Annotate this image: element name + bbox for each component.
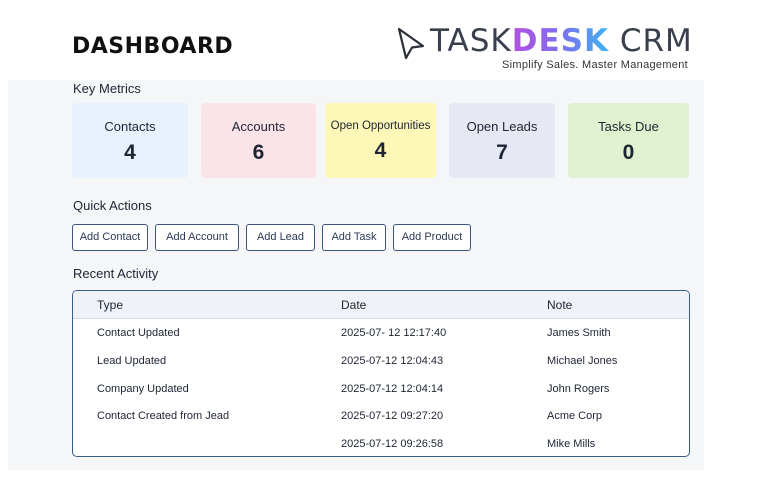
metric-value: 7: [496, 141, 508, 164]
logo-desk-text: DESK: [511, 23, 610, 59]
metric-label: Open Opportunities: [330, 120, 431, 132]
metric-card-open-opportunities[interactable]: Open Opportunities 4: [325, 103, 436, 178]
activity-type-rest: Updated: [147, 383, 189, 395]
column-header-note: Note: [547, 298, 573, 312]
metric-card-contacts[interactable]: Contacts 4: [72, 103, 188, 178]
activity-note-cell: Acme Corp: [547, 410, 603, 422]
add-contact-button[interactable]: Add Contact: [72, 224, 148, 251]
add-account-button[interactable]: Add Account: [155, 224, 239, 251]
metric-label: Contacts: [104, 119, 156, 134]
activity-note-cell: Michael Jones: [547, 355, 618, 367]
key-metrics-heading: Key Metrics: [73, 81, 141, 96]
activity-type-rest: Jead: [205, 410, 230, 422]
activity-type-main: Contact Created from: [97, 410, 203, 422]
metric-label: Open Leads: [466, 119, 538, 134]
taskdesk-logo: TASKDESK CRM Simplify Sales. Master Mana…: [396, 22, 706, 74]
header: DASHBOARD TASKDESK CRM Simplify Sales. M…: [0, 0, 770, 80]
table-row[interactable]: 2025-07-12 09:26:58 Mike Mills: [73, 431, 689, 456]
metric-value: 6: [252, 141, 265, 164]
activity-note-cell: John Rogers: [547, 383, 610, 395]
table-row[interactable]: Contact Created from Jead 2025-07-12 09:…: [73, 403, 689, 431]
metric-label: Tasks Due: [598, 119, 659, 134]
metric-value: 0: [622, 141, 635, 164]
activity-type-cell: Contact Updated: [97, 327, 180, 339]
activity-type-rest: Updated: [137, 327, 180, 339]
logo-task-text: TASK: [430, 23, 512, 59]
activity-type-main: Company: [97, 383, 145, 395]
logo-crm-text: CRM: [609, 23, 693, 59]
add-task-button[interactable]: Add Task: [322, 224, 386, 251]
recent-activity-heading: Recent Activity: [73, 266, 159, 281]
logo-wordmark: TASKDESK CRM: [430, 22, 693, 60]
column-header-date: Date: [341, 298, 367, 312]
add-lead-button[interactable]: Add Lead: [246, 224, 315, 251]
cursor-arrow-icon: [397, 27, 425, 60]
activity-date-cell: 2025-07- 12 12:17:40: [341, 327, 447, 339]
metric-value: 4: [374, 139, 387, 162]
activity-type-main: Contact: [97, 327, 135, 339]
metric-card-tasks-due[interactable]: Tasks Due 0: [568, 103, 689, 178]
activity-type-cell: Lead Updated: [97, 355, 166, 367]
activity-type-cell: Contact Created from Jead: [97, 410, 229, 422]
metric-value: 4: [124, 141, 136, 164]
metric-card-accounts[interactable]: Accounts 6: [201, 103, 316, 178]
add-product-button[interactable]: Add Product: [393, 224, 471, 251]
activity-type-rest: Updated: [124, 355, 167, 367]
recent-activity-table: Type Date Note Contact Updated 2025-07- …: [72, 290, 690, 457]
activity-date-cell: 2025-07-12 09:26:58: [341, 438, 444, 450]
quick-actions-heading: Quick Actions: [73, 198, 152, 213]
activity-date-cell: 2025-07-12 12:04:14: [341, 383, 444, 395]
page-title: DASHBOARD: [72, 34, 234, 59]
table-header-row: Type Date Note: [73, 291, 689, 319]
table-row[interactable]: Lead Updated 2025-07-12 12:04:43 Michael…: [73, 348, 689, 376]
metric-card-open-leads[interactable]: Open Leads 7: [449, 103, 555, 178]
logo-tagline: Simplify Sales. Master Management: [502, 59, 688, 71]
activity-note-cell: Mike Mills: [547, 438, 596, 450]
activity-note-cell: James Smith: [547, 327, 611, 339]
table-row[interactable]: Company Updated 2025-07-12 12:04:14 John…: [73, 376, 689, 404]
activity-date-cell: 2025-07-12 09:27:20: [341, 410, 444, 422]
column-header-type: Type: [97, 298, 124, 312]
table-row[interactable]: Contact Updated 2025-07- 12 12:17:40 Jam…: [73, 320, 689, 348]
metric-label: Accounts: [231, 119, 286, 134]
activity-type-cell: Company Updated: [97, 383, 189, 395]
activity-date-cell: 2025-07-12 12:04:43: [341, 355, 444, 367]
activity-type-main: Lead: [97, 355, 122, 367]
